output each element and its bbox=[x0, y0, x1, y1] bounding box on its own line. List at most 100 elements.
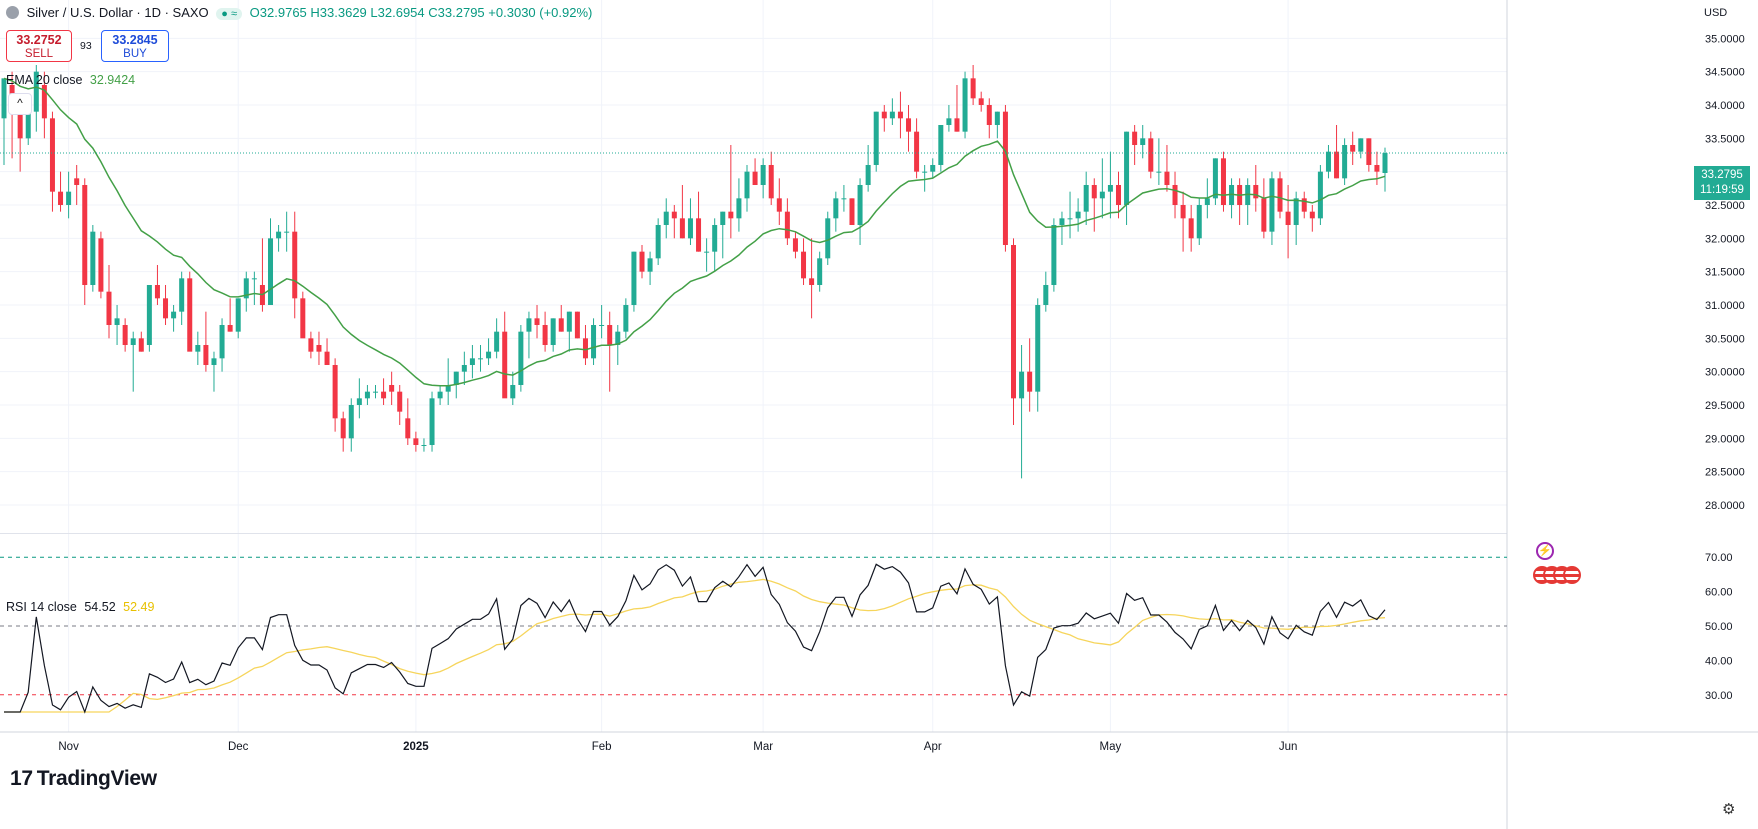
candle-body bbox=[1140, 138, 1146, 145]
sell-button[interactable]: 33.2752 SELL bbox=[6, 30, 72, 62]
candle-body bbox=[784, 211, 790, 239]
candle-body bbox=[833, 198, 839, 219]
candle-body bbox=[348, 405, 354, 439]
candle-body bbox=[1002, 111, 1008, 246]
price-tick-label: 30.5000 bbox=[1705, 333, 1745, 345]
candle-body bbox=[469, 358, 475, 365]
candle-body bbox=[324, 351, 330, 365]
candle-body bbox=[154, 285, 160, 299]
candle-body bbox=[1309, 211, 1315, 219]
candle-body bbox=[364, 391, 370, 399]
candle-body bbox=[1035, 305, 1041, 392]
price-tick-label: 31.5000 bbox=[1705, 267, 1745, 279]
candle-body bbox=[526, 318, 532, 332]
candle-body bbox=[849, 198, 855, 225]
symbol-icon bbox=[6, 6, 19, 19]
candle-body bbox=[1374, 165, 1380, 172]
candle-body bbox=[776, 198, 782, 212]
candle-body bbox=[1261, 198, 1267, 232]
symbol-legend[interactable]: Silver / U.S. Dollar · 1D · SAXO ● ≈ O32… bbox=[6, 5, 592, 20]
axes: 35.000034.500034.000033.500033.000032.50… bbox=[58, 33, 1744, 753]
us-flag-event-icon[interactable] bbox=[1563, 566, 1581, 584]
candle-body bbox=[276, 231, 282, 239]
candle-body bbox=[268, 238, 274, 305]
candle-body bbox=[534, 318, 540, 325]
candle-body bbox=[114, 318, 120, 325]
dividend-event-icon[interactable]: ⚡ bbox=[1536, 542, 1554, 560]
candle-body bbox=[1277, 178, 1283, 212]
candle-body bbox=[397, 391, 403, 412]
ema-value: 32.9424 bbox=[89, 73, 136, 87]
tradingview-logo[interactable]: 17 TradingView bbox=[10, 767, 157, 791]
candle-body bbox=[211, 358, 217, 365]
candle-body bbox=[203, 345, 209, 365]
candle-body bbox=[340, 418, 346, 439]
candle-body bbox=[292, 231, 298, 299]
candle-body bbox=[300, 298, 306, 339]
candle-body bbox=[582, 338, 588, 359]
candle-body bbox=[82, 185, 88, 285]
price-tick-label: 28.5000 bbox=[1705, 467, 1745, 479]
buy-button[interactable]: 33.2845 BUY bbox=[101, 30, 169, 62]
candle-body bbox=[1124, 131, 1130, 205]
candle-body bbox=[825, 218, 831, 259]
candle-body bbox=[1196, 205, 1202, 239]
market-status-icon[interactable]: ● ≈ bbox=[216, 8, 243, 20]
currency-selector[interactable]: USD bbox=[1704, 7, 1728, 19]
spread-value: 93 bbox=[80, 40, 92, 52]
candle-body bbox=[445, 385, 451, 392]
collapse-legend-chevron-up-icon[interactable]: ^ bbox=[8, 93, 32, 115]
candle-body bbox=[461, 365, 467, 372]
candle-body bbox=[316, 345, 322, 352]
candle-body bbox=[413, 438, 419, 445]
candle-body bbox=[655, 225, 661, 259]
last-price-label: 33.2795 11:19:59 bbox=[1694, 166, 1750, 200]
candle-body bbox=[889, 111, 895, 119]
candle-body bbox=[881, 111, 887, 119]
candle-body bbox=[574, 311, 580, 339]
rsi-tick-label: 70.00 bbox=[1705, 552, 1733, 564]
time-tick-label: Apr bbox=[924, 741, 942, 753]
candle-body bbox=[1172, 185, 1178, 205]
candle-body bbox=[1, 78, 7, 119]
candle-body bbox=[486, 351, 492, 359]
candle-body bbox=[760, 165, 766, 185]
candle-body bbox=[1334, 151, 1340, 179]
candle-body bbox=[510, 385, 516, 399]
rsi-legend[interactable]: RSI 14 close 54.52 52.49 bbox=[6, 600, 154, 614]
candle-body bbox=[219, 325, 225, 359]
candle-body bbox=[591, 325, 597, 359]
candle-body bbox=[243, 278, 249, 299]
candle-body bbox=[704, 251, 710, 253]
candle-body bbox=[1164, 171, 1170, 185]
price-tick-label: 34.5000 bbox=[1705, 67, 1745, 79]
settings-gear-icon[interactable]: ⚙ bbox=[1722, 801, 1736, 818]
candle-body bbox=[1358, 138, 1364, 152]
time-tick-label: May bbox=[1100, 741, 1122, 753]
candle-body bbox=[647, 258, 653, 272]
candle-body bbox=[1317, 171, 1323, 219]
candle-body bbox=[1019, 371, 1025, 399]
candle-body bbox=[227, 325, 233, 332]
candle-body bbox=[1043, 285, 1049, 305]
time-tick-label: Feb bbox=[592, 741, 612, 753]
buy-label: BUY bbox=[123, 48, 147, 60]
ema-legend[interactable]: EMA 20 close 32.9424 bbox=[6, 73, 135, 87]
price-tick-label: 31.0000 bbox=[1705, 300, 1745, 312]
time-tick-label: Jun bbox=[1279, 741, 1298, 753]
candle-body bbox=[978, 98, 984, 105]
buy-price: 33.2845 bbox=[112, 33, 158, 47]
candle-body bbox=[1366, 138, 1372, 165]
symbol-title: Silver / U.S. Dollar · 1D · SAXO bbox=[26, 5, 209, 20]
candle-body bbox=[671, 211, 677, 219]
price-candles bbox=[1, 65, 1388, 479]
candle-body bbox=[809, 278, 815, 285]
candle-body bbox=[130, 338, 136, 345]
candle-body bbox=[1180, 205, 1186, 219]
candle-body bbox=[389, 385, 395, 392]
ema-20-line bbox=[3, 77, 1386, 387]
candle-body bbox=[986, 105, 992, 125]
candle-body bbox=[1269, 178, 1275, 232]
